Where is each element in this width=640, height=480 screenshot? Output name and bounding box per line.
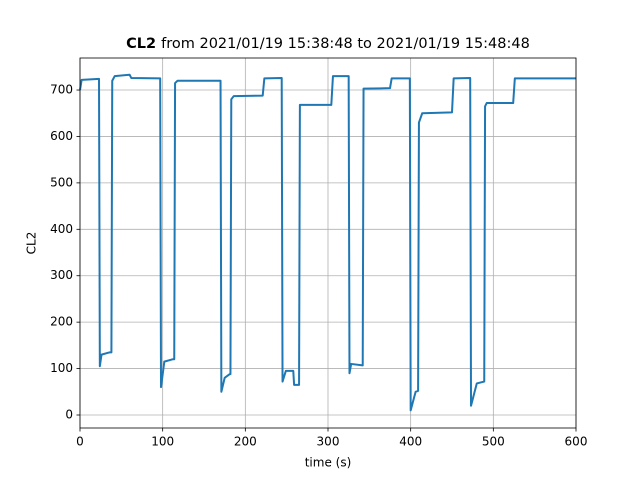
y-tick-label: 700 [50,83,73,97]
title-rest: from 2021/01/19 15:38:48 to 2021/01/19 1… [161,36,530,52]
chart-title: CL2 from 2021/01/19 15:38:48 to 2021/01/1… [126,36,530,52]
x-tick-label: 300 [317,435,340,449]
title-bold: CL2 [126,36,156,52]
x-axis-label: time (s) [305,456,352,470]
y-tick-label: 0 [65,408,73,422]
x-tick-label: 0 [76,435,84,449]
y-axis-label: CL2 [25,232,39,255]
y-tick-label: 300 [50,268,73,282]
line-series [79,73,576,412]
x-tick-label: 400 [399,435,422,449]
y-tick-label: 100 [50,361,73,375]
x-tick-label: 100 [151,435,174,449]
x-tick-label: 600 [565,435,588,449]
y-tick-label: 500 [50,175,73,189]
plot-frame [79,57,577,429]
y-tick-label: 400 [50,222,73,236]
y-tick-label: 200 [50,315,73,329]
y-tick-label: 600 [50,129,73,143]
x-tick-label: 500 [482,435,505,449]
x-tick-label: 200 [234,435,257,449]
